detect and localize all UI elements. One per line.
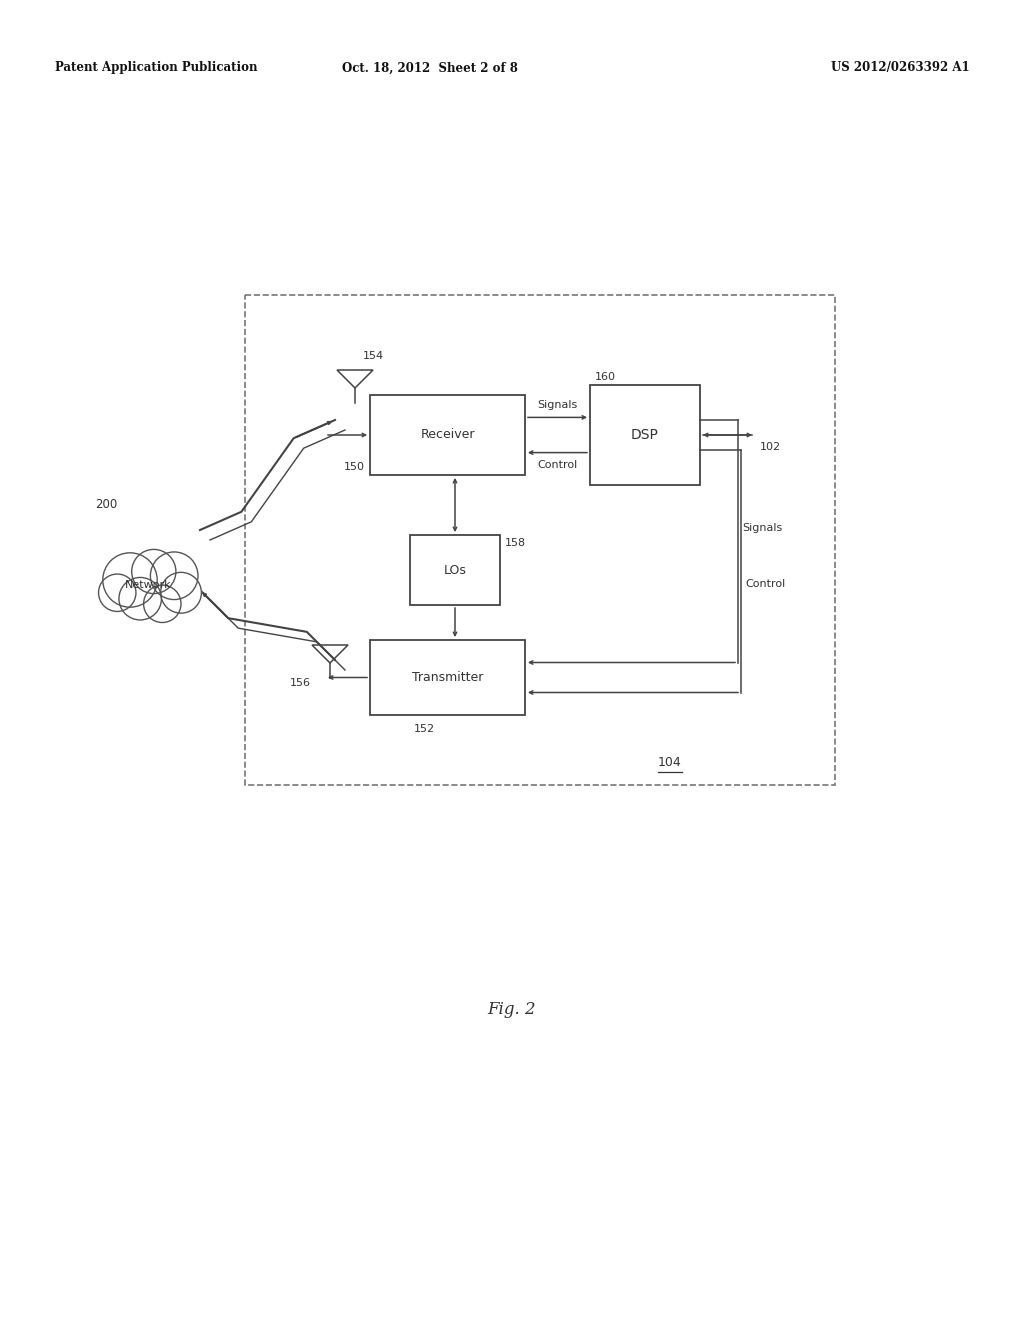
Bar — [245, 294, 835, 785]
Text: 154: 154 — [362, 351, 384, 360]
Text: 150: 150 — [344, 462, 365, 473]
Bar — [370, 395, 525, 475]
Circle shape — [98, 574, 136, 611]
Text: 102: 102 — [760, 442, 781, 451]
Text: 200: 200 — [95, 499, 118, 511]
Text: Transmitter: Transmitter — [412, 671, 483, 684]
Circle shape — [119, 577, 162, 620]
Text: Signals: Signals — [742, 523, 782, 533]
Text: Receiver: Receiver — [420, 429, 475, 441]
Text: LOs: LOs — [443, 564, 467, 577]
Bar — [370, 640, 525, 715]
Circle shape — [132, 549, 176, 594]
Text: Signals: Signals — [538, 400, 578, 411]
Circle shape — [102, 553, 158, 607]
Text: Oct. 18, 2012  Sheet 2 of 8: Oct. 18, 2012 Sheet 2 of 8 — [342, 62, 518, 74]
Text: Fig. 2: Fig. 2 — [487, 1002, 537, 1019]
Circle shape — [161, 573, 202, 614]
Text: Patent Application Publication: Patent Application Publication — [55, 62, 257, 74]
Text: 156: 156 — [290, 678, 310, 688]
Text: Control: Control — [538, 459, 578, 470]
Text: Network: Network — [125, 579, 171, 590]
Text: 104: 104 — [658, 756, 682, 770]
Text: 160: 160 — [595, 372, 616, 381]
Text: 158: 158 — [505, 539, 526, 548]
Bar — [590, 385, 700, 484]
Text: US 2012/0263392 A1: US 2012/0263392 A1 — [831, 62, 970, 74]
Bar — [410, 535, 500, 605]
Text: Control: Control — [745, 579, 785, 589]
Circle shape — [143, 585, 181, 623]
Text: DSP: DSP — [631, 428, 658, 442]
Circle shape — [151, 552, 198, 599]
Text: 152: 152 — [414, 723, 435, 734]
